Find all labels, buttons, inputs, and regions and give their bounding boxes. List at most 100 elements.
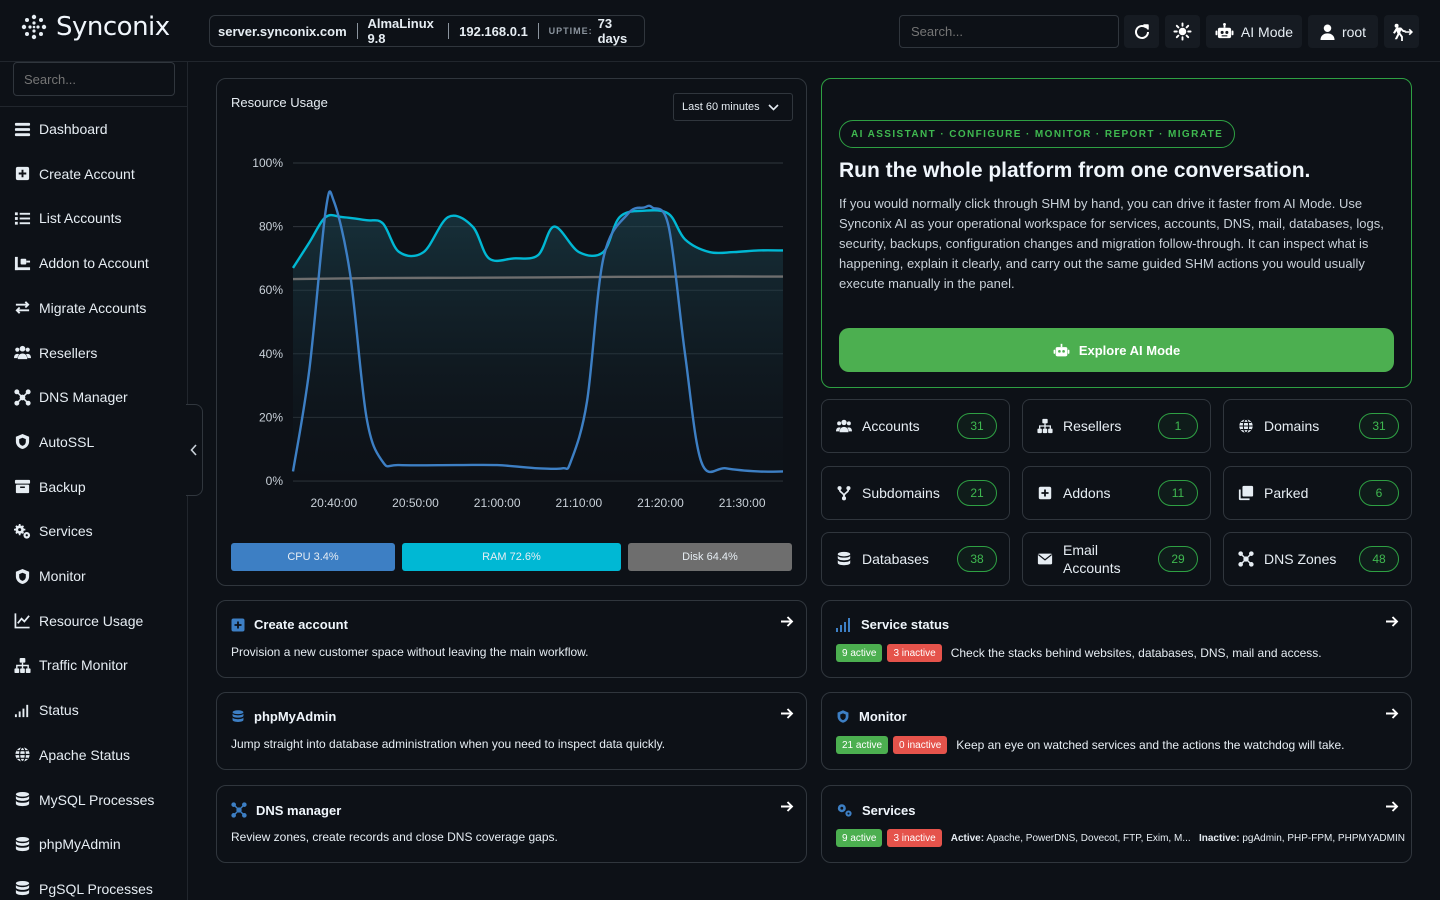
logo-icon bbox=[21, 14, 47, 40]
server-ip: 192.168.0.1 bbox=[459, 23, 528, 39]
status-chip-row: 21 active 0 inactive Keep an eye on watche… bbox=[836, 736, 1345, 754]
shortcut-open-button[interactable] bbox=[780, 800, 794, 816]
chevron-left-icon bbox=[190, 444, 197, 456]
arrow-right-icon bbox=[781, 801, 794, 812]
user-menu-button[interactable]: root bbox=[1308, 15, 1378, 48]
shortcut-title: Services bbox=[836, 802, 916, 818]
sidebar-item-dashboard[interactable]: Dashboard bbox=[0, 111, 187, 147]
signal-icon bbox=[14, 704, 29, 717]
global-search-input[interactable] bbox=[899, 15, 1119, 48]
shortcut-title: Create account bbox=[231, 617, 348, 632]
sidebar-item-dns-manager[interactable]: DNS Manager bbox=[0, 379, 187, 415]
stat-label: DNS Zones bbox=[1264, 551, 1337, 567]
sidebar-item-mysql-processes[interactable]: MySQL Processes bbox=[0, 782, 187, 818]
shortcut-open-button[interactable] bbox=[1385, 707, 1399, 723]
shortcut-open-button[interactable] bbox=[1385, 615, 1399, 631]
stat-card-parked[interactable]: Parked 6 bbox=[1223, 465, 1412, 520]
shortcut-title-text: Monitor bbox=[859, 709, 907, 724]
chevron-down-icon bbox=[768, 103, 779, 111]
sidebar-item-status[interactable]: Status bbox=[0, 692, 187, 728]
sidebar-item-list-accounts[interactable]: List Accounts bbox=[0, 200, 187, 236]
stat-card-databases[interactable]: Databases 38 bbox=[821, 532, 1010, 586]
stat-label: Databases bbox=[862, 551, 929, 567]
globe-icon bbox=[15, 747, 30, 763]
sidebar-search-input[interactable] bbox=[13, 62, 175, 96]
uptime-value: 73 days bbox=[597, 16, 628, 46]
stat-card-resellers[interactable]: Resellers 1 bbox=[1022, 399, 1211, 453]
time-range-select[interactable]: Last 60 minutes bbox=[673, 93, 793, 121]
stat-card-dns-zones[interactable]: DNS Zones 48 bbox=[1223, 532, 1412, 586]
stat-card-domains[interactable]: Domains 31 bbox=[1223, 399, 1412, 453]
refresh-icon bbox=[1134, 23, 1149, 39]
divider bbox=[448, 23, 450, 39]
sidebar-item-migrate-accounts[interactable]: Migrate Accounts bbox=[0, 290, 187, 326]
user-label: root bbox=[1341, 23, 1367, 40]
plus-square-icon bbox=[231, 618, 245, 631]
shortcut-card-services[interactable]: Services 9 active 3 inactive Active: Apache… bbox=[821, 785, 1412, 863]
shortcut-title-text: Services bbox=[862, 802, 916, 818]
network-icon bbox=[1238, 551, 1254, 567]
ram-series-line bbox=[291, 209, 784, 269]
sidebar-item-services[interactable]: Services bbox=[0, 513, 187, 549]
sidebar-item-phpmyadmin[interactable]: phpMyAdmin bbox=[0, 826, 187, 862]
sidebar bbox=[0, 62, 188, 900]
shortcut-card-service-status[interactable]: Service status 9 active 3 inactive Check th… bbox=[821, 600, 1412, 678]
shortcut-card-monitor[interactable]: Monitor 21 active 0 inactive Keep an eye on… bbox=[821, 692, 1412, 770]
explore-ai-mode-button[interactable]: Explore AI Mode bbox=[839, 328, 1394, 372]
sidebar-item-label: PgSQL Processes bbox=[39, 880, 153, 897]
shortcut-card-dns-manager[interactable]: DNS manager Review zones, create records … bbox=[216, 785, 807, 863]
shortcut-title: Service status bbox=[836, 617, 949, 632]
server-hostname: server.synconix.com bbox=[218, 23, 347, 39]
stat-card-accounts[interactable]: Accounts 31 bbox=[821, 399, 1010, 453]
sidebar-item-label: Addon to Account bbox=[39, 255, 149, 272]
refresh-button[interactable] bbox=[1124, 15, 1159, 48]
status-chip-row: 9 active 3 inactive Check the stacks behin… bbox=[836, 644, 1322, 662]
sidebar-item-traffic-monitor[interactable]: Traffic Monitor bbox=[0, 647, 187, 683]
plus-square-icon bbox=[15, 167, 30, 181]
status-chip-row: 9 active 3 inactive Active: Apache, PowerD… bbox=[836, 829, 1405, 847]
shortcut-title: phpMyAdmin bbox=[231, 709, 336, 724]
sidebar-item-resellers[interactable]: Resellers bbox=[0, 335, 187, 371]
branch-icon bbox=[837, 485, 851, 500]
theme-toggle-button[interactable] bbox=[1165, 15, 1200, 48]
sidebar-item-addon-to-account[interactable]: Addon to Account bbox=[0, 245, 187, 281]
server-os: AlmaLinux 9.8 bbox=[367, 16, 434, 46]
shortcut-card-create-account[interactable]: Create account Provision a new customer s… bbox=[216, 600, 807, 678]
sidebar-item-label: Resource Usage bbox=[39, 612, 144, 629]
stat-count-badge: 29 bbox=[1158, 546, 1198, 572]
sidebar-item-backup[interactable]: Backup bbox=[0, 469, 187, 505]
sidebar-item-autossl[interactable]: AutoSSL bbox=[0, 424, 187, 460]
ai-mode-label: AI Mode bbox=[1240, 23, 1294, 40]
plus-square-icon bbox=[1038, 486, 1052, 499]
shortcut-open-button[interactable] bbox=[1385, 800, 1399, 816]
ai-badge: AI ASSISTANT · CONFIGURE · MONITOR · REP… bbox=[839, 120, 1236, 148]
shortcut-card-phpmyadmin[interactable]: phpMyAdmin Jump straight into database ad… bbox=[216, 692, 807, 770]
shortcut-title-text: DNS manager bbox=[256, 802, 342, 818]
sidebar-item-label: MySQL Processes bbox=[39, 791, 155, 808]
sidebar-item-label: AutoSSL bbox=[39, 433, 95, 450]
stat-card-addons[interactable]: Addons 11 bbox=[1022, 465, 1211, 520]
logout-button[interactable] bbox=[1384, 15, 1419, 48]
stat-label: Resellers bbox=[1063, 418, 1122, 434]
dashboard-icon bbox=[14, 122, 31, 136]
sidebar-item-create-account[interactable]: Create Account bbox=[0, 156, 187, 192]
sidebar-collapse-button[interactable] bbox=[186, 404, 203, 496]
stat-count-badge: 11 bbox=[1158, 479, 1198, 506]
database-icon bbox=[15, 881, 30, 896]
sidebar-item-monitor[interactable]: Monitor bbox=[0, 558, 187, 594]
shortcut-open-button[interactable] bbox=[780, 615, 794, 631]
inactive-count-chip: 3 inactive bbox=[887, 644, 942, 662]
sidebar-item-apache-status[interactable]: Apache Status bbox=[0, 737, 187, 773]
stat-card-email-accounts[interactable]: Email Accounts 29 bbox=[1022, 532, 1211, 586]
uptime-label: UPTIME: bbox=[548, 26, 593, 36]
sidebar-item-label: Resellers bbox=[39, 344, 98, 361]
line-chart-icon bbox=[14, 613, 30, 629]
user-icon bbox=[1320, 24, 1335, 40]
stat-card-subdomains[interactable]: Subdomains 21 bbox=[821, 465, 1010, 520]
sidebar-item-label: Monitor bbox=[39, 568, 86, 584]
sidebar-item-resource-usage[interactable]: Resource Usage bbox=[0, 603, 187, 639]
shortcut-open-button[interactable] bbox=[780, 707, 794, 723]
ai-mode-button[interactable]: AI Mode bbox=[1206, 15, 1302, 48]
logo[interactable]: Synconix bbox=[20, 12, 170, 42]
sidebar-item-pgsql-processes[interactable]: PgSQL Processes bbox=[0, 871, 187, 900]
